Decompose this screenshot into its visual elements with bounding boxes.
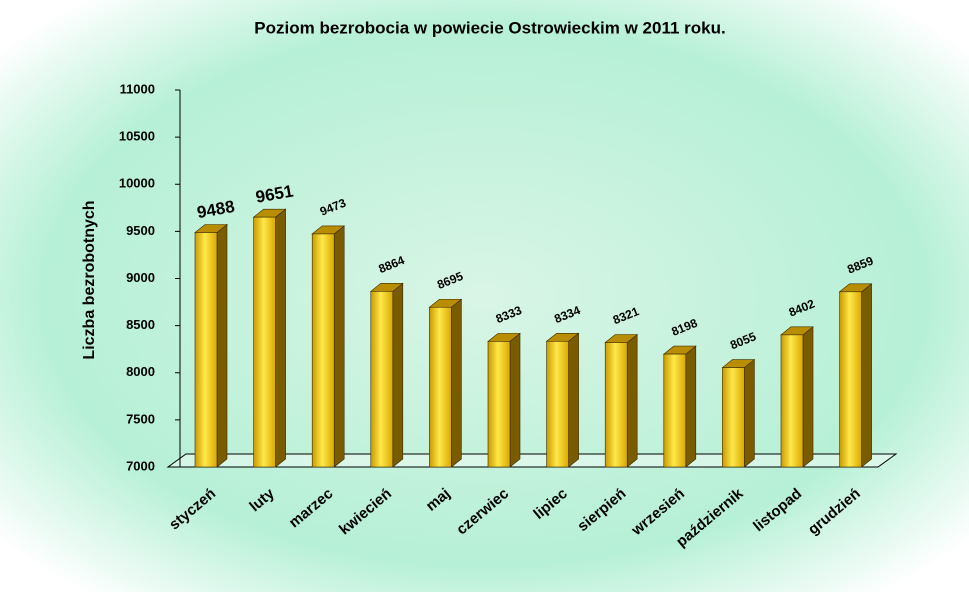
bar-side bbox=[568, 332, 579, 468]
bar bbox=[311, 233, 335, 468]
bar-side bbox=[451, 298, 462, 468]
bar bbox=[487, 341, 511, 468]
bar-side bbox=[685, 345, 697, 468]
y-tick-label: 9500 bbox=[126, 223, 155, 238]
y-tick-label: 7000 bbox=[126, 458, 155, 473]
y-tick-label: 9000 bbox=[126, 270, 155, 285]
bar-side bbox=[275, 208, 286, 468]
bar bbox=[429, 306, 452, 468]
bar bbox=[370, 291, 394, 468]
bar bbox=[194, 232, 218, 468]
y-tick-label: 10500 bbox=[119, 129, 155, 144]
bar bbox=[663, 353, 687, 468]
bar-side bbox=[392, 282, 404, 468]
bar-side bbox=[861, 283, 872, 468]
bar-side bbox=[509, 332, 521, 468]
bar bbox=[780, 334, 804, 468]
bar bbox=[253, 216, 276, 468]
bar-side bbox=[744, 358, 755, 468]
y-tick-label: 11000 bbox=[120, 81, 155, 96]
bar-side bbox=[333, 225, 345, 468]
chart-title: Poziom bezrobocia w powiecie Ostrowiecki… bbox=[254, 18, 725, 37]
bar bbox=[546, 340, 569, 468]
y-tick-label: 8500 bbox=[126, 317, 155, 332]
bar-side bbox=[802, 326, 814, 468]
bar-side bbox=[626, 333, 638, 468]
y-axis-label: Liczba bezrobotnych bbox=[81, 200, 98, 359]
bar-side bbox=[216, 223, 228, 468]
bar bbox=[722, 367, 745, 468]
y-tick-label: 8000 bbox=[126, 364, 155, 379]
bar bbox=[604, 342, 628, 468]
y-tick-label: 7500 bbox=[126, 411, 155, 426]
y-tick-label: 10000 bbox=[119, 176, 155, 191]
bar bbox=[839, 291, 862, 468]
